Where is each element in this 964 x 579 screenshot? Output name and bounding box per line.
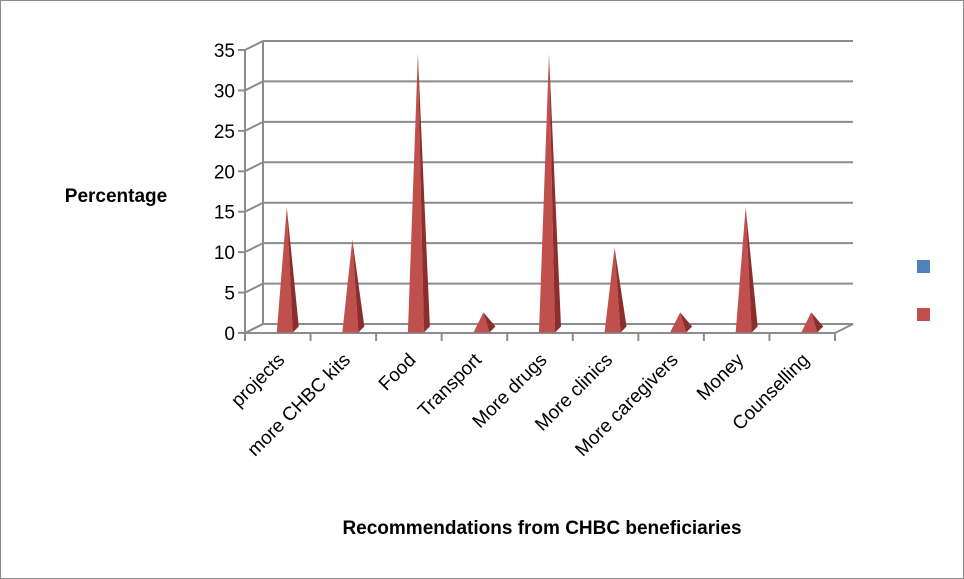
bar-face-side — [811, 312, 824, 333]
bar-0 — [276, 207, 299, 333]
bar-face-front — [604, 247, 621, 333]
y-tick-label: 0 — [224, 324, 235, 345]
bar-1 — [342, 239, 365, 333]
y-tick-label: 20 — [214, 162, 235, 183]
bar-face-side — [680, 312, 693, 333]
gridline-side — [244, 242, 264, 254]
y-axis-title: Percentage — [65, 186, 167, 207]
bar-face-front — [342, 239, 359, 333]
y-tick-label: 35 — [214, 41, 235, 62]
y-tick-label: 15 — [214, 203, 235, 224]
bar-face-side — [614, 247, 627, 333]
bar-7 — [735, 207, 758, 333]
x-category-label: Food — [375, 350, 420, 395]
bar-face-side — [483, 312, 496, 333]
legend-swatch-series-1 — [917, 260, 930, 273]
x-axis-title: Recommendations from CHBC beneficiaries — [342, 518, 741, 539]
y-axis-ticks: 0 5 10 15 20 25 30 35 — [214, 41, 245, 345]
gridline-side — [244, 201, 264, 213]
bar-face-front — [735, 207, 752, 333]
y-tick-label: 5 — [224, 284, 235, 305]
legend-swatch-series-2 — [917, 308, 930, 321]
bar-face-front — [539, 53, 555, 333]
gridline-side — [244, 80, 264, 92]
bar-6 — [670, 312, 693, 333]
x-category-label: projects — [227, 350, 289, 412]
bar-face-side — [417, 53, 430, 333]
x-category-label: Money — [693, 349, 749, 405]
y-tick-label: 30 — [214, 81, 235, 102]
bar-face-front — [473, 312, 490, 333]
gridline-side — [244, 40, 264, 51]
bar-face-front — [670, 312, 687, 333]
bar-face-side — [286, 207, 299, 333]
gridline-side — [244, 282, 264, 294]
bar-face-side — [745, 207, 758, 333]
bar-face-front — [276, 207, 293, 333]
bar-face-side — [549, 53, 561, 333]
gridline-side — [244, 161, 264, 173]
bar-2 — [407, 53, 430, 333]
y-tick-label: 10 — [214, 243, 235, 264]
bar-face-side — [352, 239, 365, 333]
gridline-side — [244, 120, 264, 132]
bar-3 — [473, 312, 496, 333]
bar-4 — [539, 53, 561, 333]
bar-8 — [801, 312, 824, 333]
bars — [276, 53, 824, 333]
y-tick-label: 25 — [214, 122, 235, 143]
bar-face-front — [407, 53, 424, 333]
bar-face-front — [801, 312, 818, 333]
bar-5 — [604, 247, 627, 333]
